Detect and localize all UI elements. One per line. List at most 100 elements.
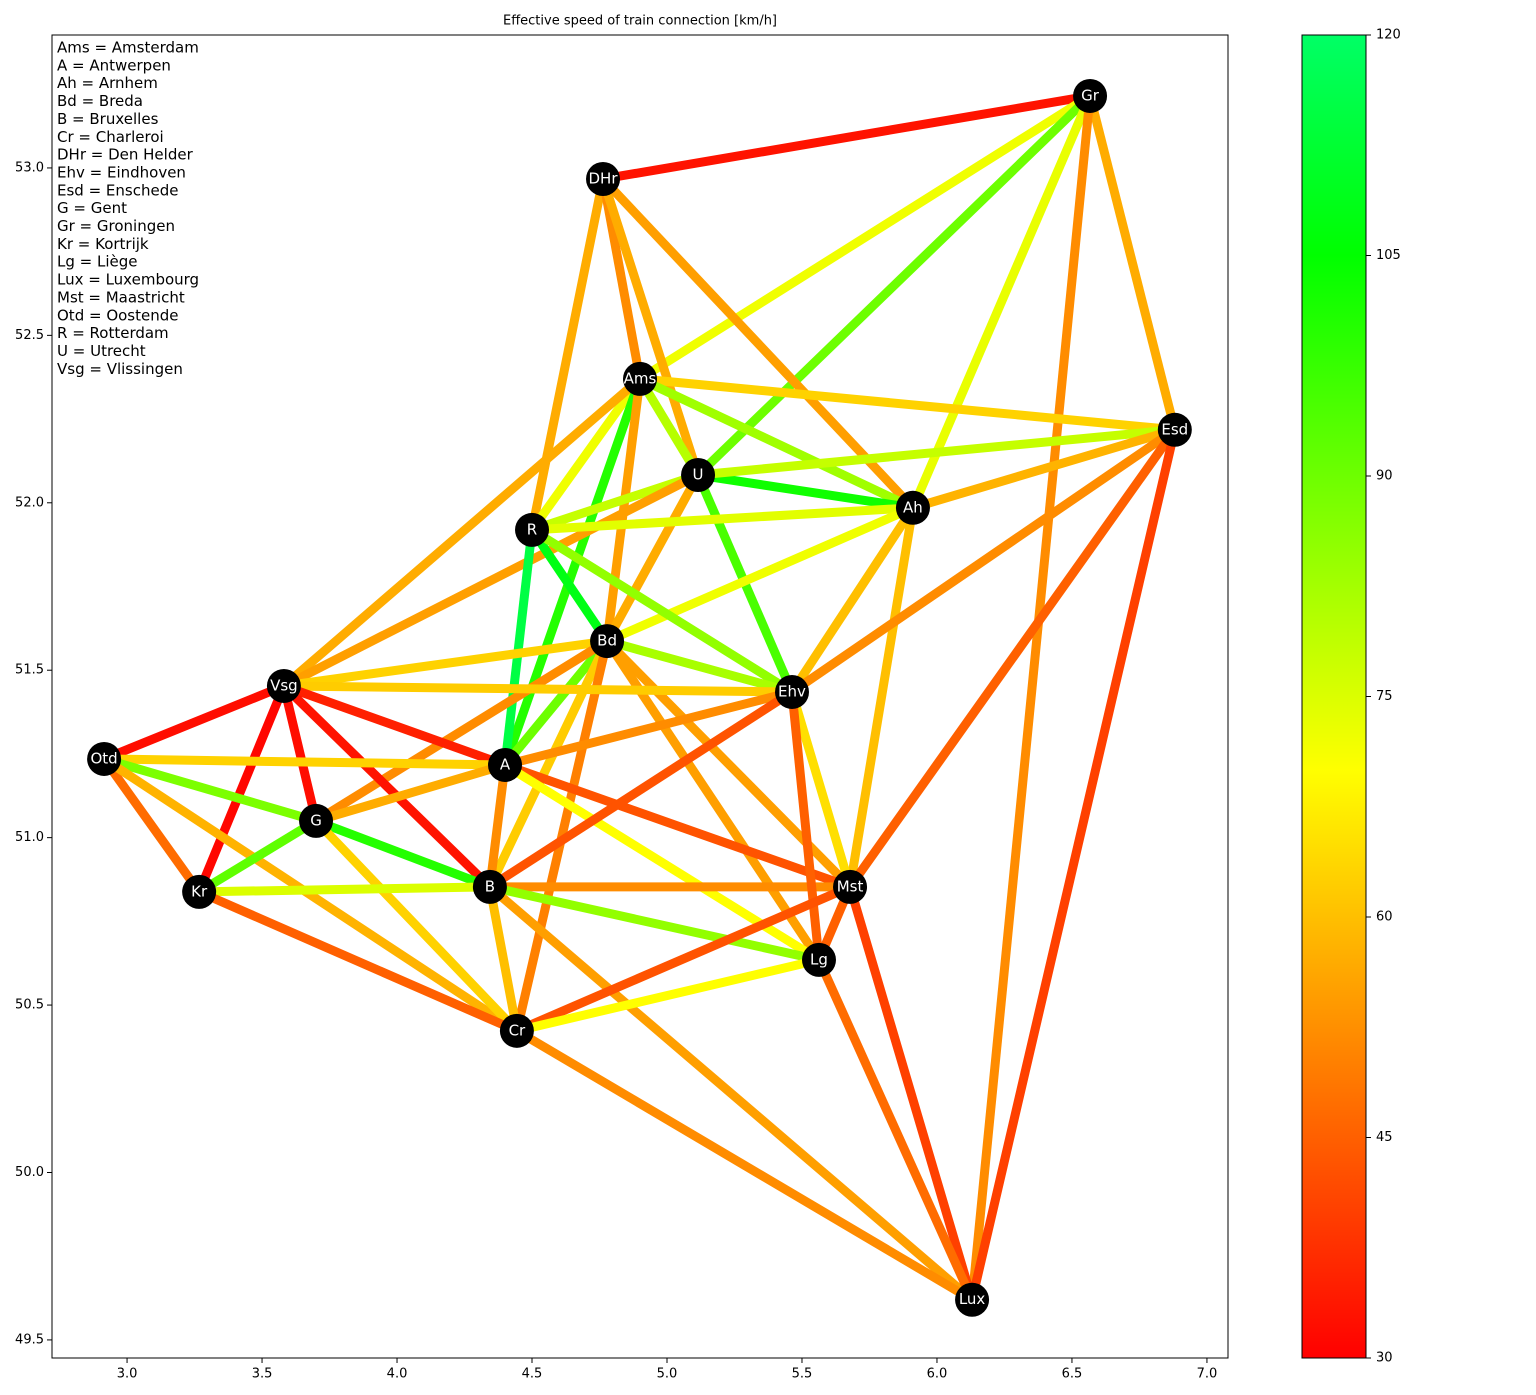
edge bbox=[312, 817, 521, 1034]
node-label: Esd bbox=[1161, 420, 1188, 438]
edge bbox=[313, 637, 610, 825]
node-label: B bbox=[485, 877, 495, 895]
x-tick-label: 7.0 bbox=[1197, 1367, 1218, 1382]
node bbox=[801, 942, 836, 977]
edge bbox=[515, 955, 821, 1036]
edge bbox=[911, 425, 1177, 513]
node-label: Cr bbox=[509, 1021, 526, 1039]
x-tick-label: 4.5 bbox=[522, 1367, 543, 1382]
plot-frame bbox=[51, 34, 1229, 1359]
node bbox=[590, 624, 625, 659]
edge bbox=[636, 376, 702, 478]
y-tick-label: 49.5 bbox=[15, 1332, 44, 1347]
node-label: DHr bbox=[589, 169, 619, 187]
edge bbox=[602, 91, 1091, 184]
edge bbox=[199, 882, 490, 897]
edge bbox=[908, 94, 1095, 510]
x-tick-label: 6.0 bbox=[927, 1367, 948, 1382]
node-label: Mst bbox=[837, 877, 864, 895]
x-tick-label: 3.5 bbox=[252, 1367, 273, 1382]
node bbox=[299, 803, 334, 838]
edge bbox=[283, 681, 793, 697]
legend-line: Otd = Oostende bbox=[57, 306, 178, 324]
edge bbox=[531, 503, 914, 535]
node-label: A bbox=[500, 755, 511, 773]
edge bbox=[639, 374, 1176, 435]
edge bbox=[283, 636, 608, 691]
x-tick-label: 3.0 bbox=[117, 1367, 138, 1382]
edge bbox=[528, 527, 611, 644]
edge bbox=[605, 636, 794, 697]
legend-line: Esd = Enschede bbox=[57, 181, 178, 199]
node bbox=[499, 1013, 534, 1048]
edge bbox=[598, 177, 703, 477]
edge bbox=[694, 92, 1094, 479]
edge bbox=[485, 639, 612, 889]
legend-line: Bd = Breda bbox=[57, 92, 143, 110]
y-tick-label: 52.0 bbox=[15, 495, 44, 510]
edge bbox=[697, 425, 1176, 480]
edge bbox=[1085, 94, 1180, 431]
edge bbox=[529, 526, 795, 696]
edge bbox=[814, 958, 977, 1302]
edge bbox=[314, 816, 492, 892]
y-tick-label: 52.5 bbox=[15, 328, 44, 343]
edge bbox=[197, 887, 519, 1035]
legend-line: A = Antwerpen bbox=[57, 56, 171, 74]
colorbar-tick-label: 75 bbox=[1376, 689, 1393, 704]
edge bbox=[637, 92, 1093, 383]
colorbar-tick-label: 45 bbox=[1376, 1130, 1393, 1145]
legend-line: Lux = Luxembourg bbox=[57, 271, 199, 289]
x-tick-label: 4.0 bbox=[387, 1367, 408, 1382]
node bbox=[182, 874, 217, 909]
node-label: Bd bbox=[597, 632, 617, 650]
colorbar-tick-label: 90 bbox=[1376, 469, 1393, 484]
node bbox=[1073, 78, 1108, 113]
node bbox=[895, 490, 930, 525]
edge bbox=[100, 756, 203, 895]
edge bbox=[314, 760, 507, 826]
edge bbox=[500, 377, 645, 767]
node-label: Ehv bbox=[778, 682, 806, 700]
edge bbox=[102, 754, 318, 826]
edge bbox=[501, 638, 611, 768]
edge bbox=[281, 470, 701, 690]
edge bbox=[101, 755, 520, 1035]
colorbar-tick-label: 120 bbox=[1376, 28, 1401, 43]
legend-line: Ams = Amsterdam bbox=[57, 39, 199, 57]
edge bbox=[845, 507, 918, 888]
legend-line: Lg = Liège bbox=[57, 253, 138, 271]
chart-title: Effective speed of train connection [km/… bbox=[503, 14, 777, 29]
node-label: Ams bbox=[624, 369, 657, 387]
edge bbox=[697, 470, 914, 513]
edge bbox=[846, 427, 1179, 890]
node bbox=[623, 361, 657, 396]
edge bbox=[488, 882, 820, 965]
node bbox=[515, 512, 550, 547]
legend-line: Ehv = Eindhoven bbox=[57, 163, 186, 181]
legend-line: U = Utrecht bbox=[57, 342, 146, 360]
edge bbox=[514, 1026, 975, 1304]
y-tick-label: 51.0 bbox=[15, 830, 44, 845]
y-tick-label: 50.0 bbox=[15, 1165, 44, 1180]
legend-line: Vsg = Vlissingen bbox=[57, 360, 183, 378]
node bbox=[1157, 412, 1192, 447]
edge bbox=[788, 505, 917, 695]
node bbox=[833, 869, 868, 904]
edge bbox=[638, 374, 915, 512]
node bbox=[266, 668, 301, 703]
edge bbox=[789, 426, 1178, 696]
edge bbox=[503, 760, 852, 892]
edge bbox=[196, 817, 319, 896]
edge bbox=[280, 682, 494, 891]
node-label: U bbox=[693, 465, 704, 483]
legend-line: Kr = Kortrijk bbox=[57, 235, 149, 253]
edge bbox=[194, 684, 289, 894]
legend-line: Mst = Maastricht bbox=[57, 288, 185, 306]
colorbar-tick-label: 60 bbox=[1376, 910, 1393, 925]
node-label: G bbox=[310, 811, 322, 829]
edge bbox=[486, 883, 975, 1304]
x-tick-label: 5.0 bbox=[657, 1367, 678, 1382]
edge bbox=[500, 529, 537, 766]
